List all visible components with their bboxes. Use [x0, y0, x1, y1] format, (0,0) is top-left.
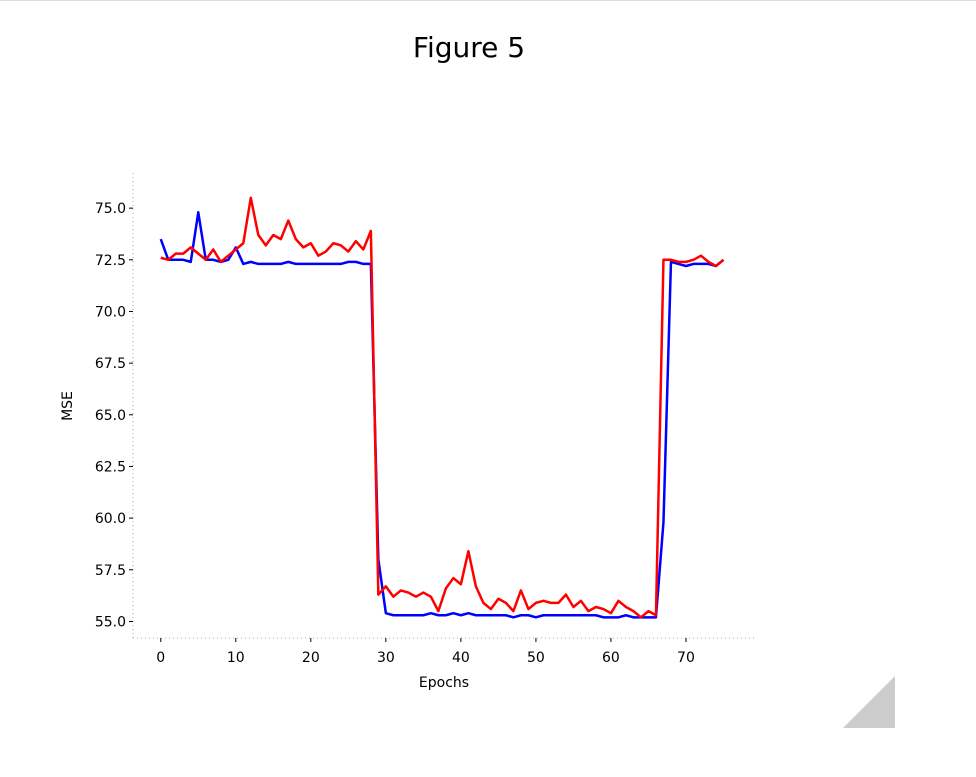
x-tick-label: 50	[527, 650, 545, 666]
y-tick-label: 62.5	[95, 459, 126, 475]
x-tick-label: 20	[302, 650, 320, 666]
y-tick-label: 75.0	[95, 201, 126, 217]
resize-handle[interactable]	[843, 676, 895, 728]
y-tick-label: 65.0	[95, 408, 126, 424]
chart-title: Figure 5	[413, 31, 525, 64]
x-tick-label: 60	[602, 650, 620, 666]
y-tick-label: 70.0	[95, 304, 126, 320]
y-tick-label: 72.5	[95, 253, 126, 269]
x-axis-label: Epochs	[419, 675, 469, 691]
x-tick-label: 70	[677, 650, 695, 666]
y-tick-label: 67.5	[95, 356, 126, 372]
y-axis-label: MSE	[60, 391, 76, 421]
series-line	[160, 196, 725, 619]
series-line	[159, 211, 725, 619]
x-tick-label: 0	[156, 650, 165, 666]
x-tick-label: 30	[377, 650, 395, 666]
y-tick-label: 55.0	[95, 614, 126, 630]
y-tick-label: 57.5	[95, 563, 126, 579]
y-tick-label: 60.0	[95, 511, 126, 527]
x-tick-label: 10	[227, 650, 245, 666]
x-tick-label: 40	[452, 650, 470, 666]
